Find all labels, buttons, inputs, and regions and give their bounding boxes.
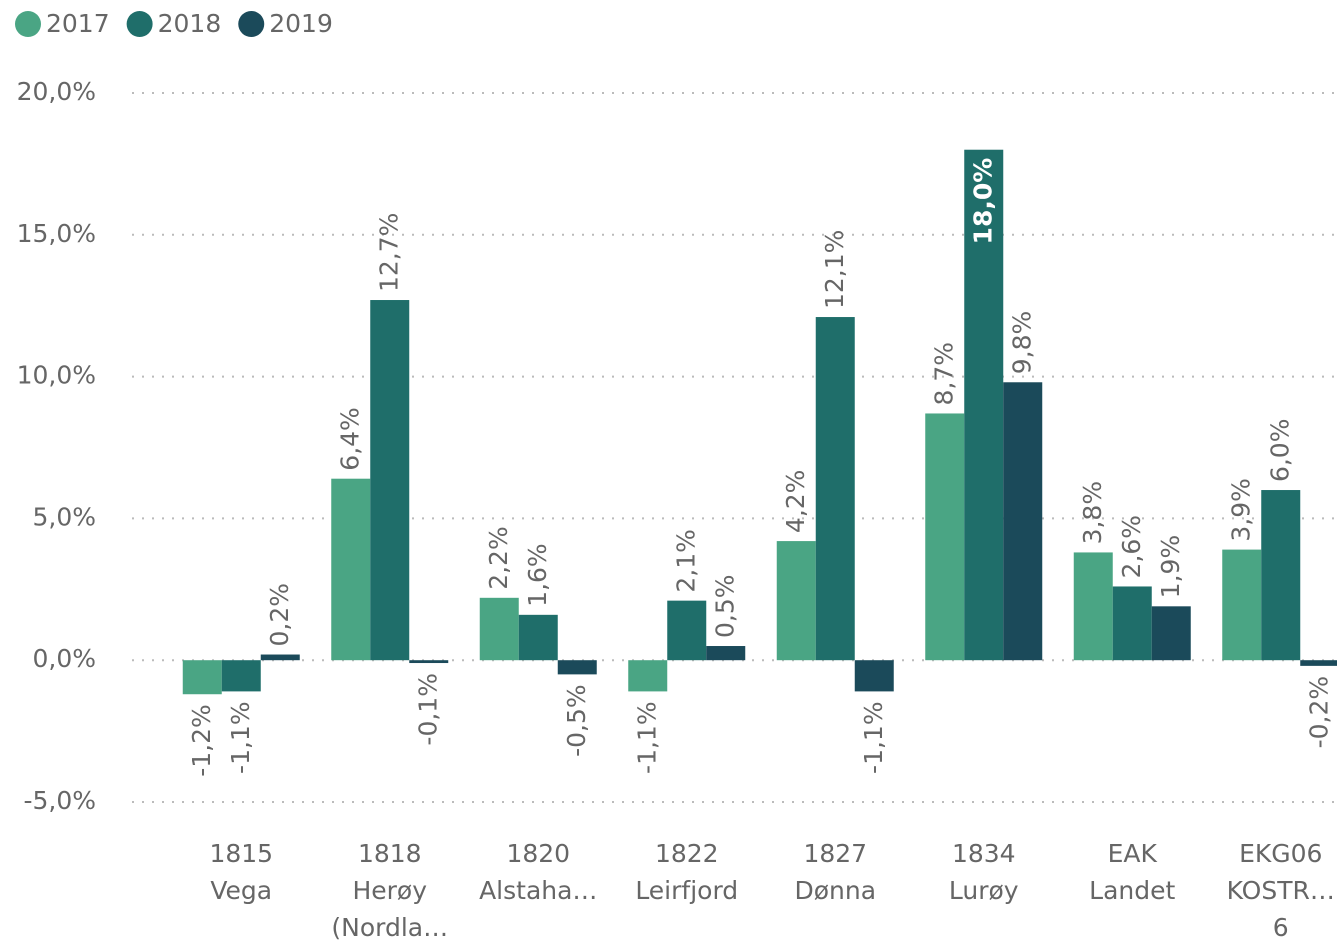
x-tick-line: Herøy: [352, 876, 427, 905]
data-label: 2,6%: [1117, 515, 1146, 579]
bar: [628, 660, 668, 692]
x-tick-line: 1834: [952, 839, 1016, 868]
legend-label: 2017: [46, 9, 110, 38]
data-label: 8,7%: [930, 342, 959, 406]
data-label: 1,6%: [523, 543, 552, 607]
y-tick-label: 5,0%: [32, 502, 96, 531]
x-tick-line: Dønna: [794, 876, 876, 905]
legend-label: 2018: [158, 9, 222, 38]
data-label: 6,0%: [1266, 419, 1295, 483]
data-label: 9,8%: [1008, 311, 1037, 375]
bar: [1222, 549, 1262, 661]
data-label: 2,2%: [484, 526, 513, 590]
x-tick-label: 1827 Dønna: [794, 839, 876, 905]
legend-marker: [126, 11, 153, 37]
bar: [854, 660, 894, 692]
bar: [557, 660, 597, 675]
data-label: -1,1%: [633, 701, 662, 774]
x-tick-line: 1827: [803, 839, 867, 868]
data-label: -0,5%: [562, 684, 591, 757]
data-label: 1,9%: [1156, 535, 1185, 599]
y-tick-label: -5,0%: [23, 786, 96, 815]
x-tick-label: 1815 Vega: [209, 839, 273, 905]
bar: [815, 317, 855, 661]
data-label: -0,1%: [414, 673, 443, 746]
bar: [221, 660, 261, 692]
data-label: 12,1%: [820, 230, 849, 309]
bar: [409, 660, 449, 664]
x-tick-line: 1822: [655, 839, 719, 868]
bar: [667, 600, 707, 661]
bar: [964, 149, 1004, 661]
bar: [1112, 586, 1152, 661]
x-tick-line: Leirfjord: [635, 876, 738, 905]
x-tick-label: EKG06 KOSTR… 6: [1227, 839, 1335, 942]
x-tick-line: Lurøy: [949, 876, 1019, 905]
data-label: -0,2%: [1305, 676, 1334, 749]
bar: [260, 654, 300, 661]
bar: [182, 660, 222, 695]
bar: [479, 597, 519, 661]
y-tick-label: 20,0%: [17, 77, 96, 106]
bar: [518, 614, 558, 661]
x-tick-line: 1820: [506, 839, 570, 868]
bar: [1261, 490, 1301, 661]
legend-marker: [15, 11, 41, 37]
data-label: 12,7%: [375, 213, 404, 292]
x-tick-line: 6: [1273, 913, 1289, 942]
data-label: 18,0%: [969, 158, 998, 245]
data-label: 4,2%: [781, 470, 810, 534]
x-tick-line: Alstaha…: [479, 876, 597, 905]
data-label: 3,8%: [1078, 481, 1107, 545]
bar: [1003, 382, 1043, 661]
data-label: 6,4%: [336, 407, 365, 471]
data-label: -1,2%: [187, 704, 216, 777]
bar: [706, 646, 746, 661]
data-label: 3,9%: [1227, 478, 1256, 542]
legend-label: 2019: [269, 9, 333, 38]
x-tick-label: 1822 Leirfjord: [635, 839, 738, 905]
bar: [1151, 606, 1191, 661]
y-tick-label: 0,0%: [32, 644, 96, 673]
x-tick-label: 1820 Alstaha…: [479, 839, 597, 905]
bar: [331, 478, 371, 661]
data-label: -1,1%: [859, 701, 888, 774]
x-tick-label: 1834 Lurøy: [949, 839, 1019, 905]
x-tick-line: EKG06: [1239, 839, 1322, 868]
y-tick-label: 15,0%: [17, 219, 96, 248]
bar: [1300, 660, 1337, 666]
x-tick-line: EAK: [1108, 839, 1158, 868]
legend-marker: [238, 11, 265, 37]
x-tick-line: Vega: [210, 876, 272, 905]
x-tick-line: Landet: [1089, 876, 1175, 905]
x-tick-line: (Nordla…: [331, 913, 448, 942]
y-tick-label: 10,0%: [17, 361, 96, 390]
data-label: 0,5%: [711, 575, 740, 639]
data-label: 2,1%: [672, 529, 701, 593]
bar: [925, 413, 965, 661]
bar: [776, 541, 816, 661]
data-label: 0,2%: [265, 583, 294, 647]
x-tick-label: EAK Landet: [1089, 839, 1175, 905]
x-tick-line: 1818: [358, 839, 422, 868]
x-tick-line: 1815: [209, 839, 273, 868]
bar: [370, 300, 410, 661]
x-tick-line: KOSTR…: [1227, 876, 1335, 905]
x-tick-label: 1818 Herøy (Nordla…: [331, 839, 448, 942]
bar: [1073, 552, 1113, 661]
data-label: -1,1%: [226, 701, 255, 774]
